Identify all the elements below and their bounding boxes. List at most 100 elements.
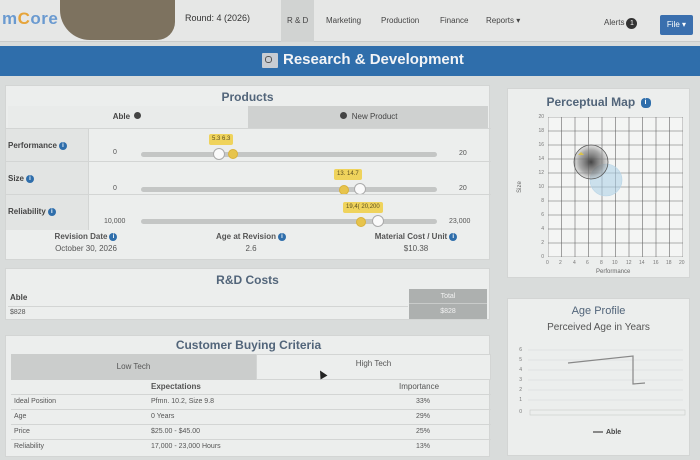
- y-tick: 6: [519, 347, 522, 353]
- segment-tabs: Low Tech High Tech: [11, 354, 491, 380]
- logo-prefix: m: [2, 9, 18, 28]
- x-tick: 12: [626, 260, 632, 266]
- row-label-bg: [6, 195, 89, 230]
- revision-date-label: Revision Date: [54, 232, 108, 241]
- info-icon[interactable]: i: [26, 174, 35, 183]
- size-slider-track[interactable]: [141, 187, 437, 192]
- product-tabs: Able New Product: [8, 106, 488, 128]
- performance-old-thumb[interactable]: [213, 148, 225, 160]
- perceptual-map-title: Perceptual Map i: [508, 95, 689, 109]
- criterion: Age: [14, 413, 27, 420]
- able-product-bubble: [573, 144, 609, 180]
- reliability-tooltip: 19,4( 20,200: [343, 202, 383, 213]
- x-tick: 16: [653, 260, 659, 266]
- info-icon[interactable]: i: [47, 207, 56, 216]
- round-indicator: Round: 4 (2026): [185, 13, 251, 23]
- tab-high-tech[interactable]: High Tech: [256, 354, 491, 380]
- products-panel: Products Able New Product Performance i 0…: [5, 85, 491, 260]
- expectation: $25.00 - $45.00: [151, 428, 201, 435]
- legend-marker-icon: [593, 431, 603, 434]
- x-tick: 14: [639, 260, 645, 266]
- y-tick: 18: [538, 128, 544, 134]
- info-icon[interactable]: i: [278, 232, 286, 241]
- y-tick: 20: [538, 114, 544, 120]
- y-tick: 0: [541, 254, 544, 260]
- file-menu-button[interactable]: File ▾: [660, 15, 693, 35]
- info-icon[interactable]: i: [449, 232, 458, 241]
- age-profile-legend[interactable]: Able: [593, 429, 621, 436]
- nav-rd[interactable]: R & D: [281, 0, 315, 42]
- perceptual-map-grid[interactable]: [548, 117, 683, 257]
- reliability-min: 10,000: [104, 218, 126, 225]
- rd-lab-icon: [262, 53, 278, 68]
- reliability-old-thumb[interactable]: [356, 217, 366, 227]
- alerts-badge: 1: [626, 18, 638, 29]
- obscured-region: [60, 0, 175, 40]
- y-tick: 1: [519, 397, 522, 403]
- app-logo[interactable]: mCore: [2, 9, 58, 29]
- rd-cost-product-value: $828: [10, 309, 26, 316]
- minus-circle-icon[interactable]: [134, 112, 142, 120]
- nav-reports[interactable]: Reports ▾: [486, 16, 521, 25]
- performance-slider-track[interactable]: [141, 152, 437, 157]
- nav-finance[interactable]: Finance: [440, 16, 469, 25]
- alerts-link[interactable]: Alerts 1: [604, 18, 638, 29]
- top-nav: mCore Round: 4 (2026) R & D Marketing Pr…: [0, 0, 700, 42]
- y-tick: 2: [541, 240, 544, 246]
- criteria-row: Reliability 17,000 - 23,000 Hours 13%: [11, 439, 491, 454]
- importance: 25%: [416, 428, 431, 435]
- rd-cost-total-value: $828: [440, 308, 456, 315]
- reliability-slider-track[interactable]: [141, 219, 437, 224]
- rd-costs-panel: R&D Costs Able $828 Total $828: [5, 268, 490, 320]
- performance-row: Performance i 0 20 5.3 6.3: [6, 128, 491, 161]
- performance-new-thumb[interactable]: [228, 149, 238, 159]
- y-tick: 3: [519, 377, 522, 383]
- expectation: 0 Years: [151, 413, 175, 420]
- size-min: 0: [113, 185, 117, 192]
- info-icon[interactable]: i: [640, 97, 651, 108]
- y-tick: 5: [519, 357, 522, 363]
- importance: 29%: [416, 413, 431, 420]
- size-label: Size i: [8, 174, 35, 183]
- info-icon[interactable]: i: [58, 141, 67, 150]
- alerts-label: Alerts: [604, 18, 625, 27]
- x-axis-label: Performance: [596, 269, 631, 275]
- y-tick: 0: [519, 409, 522, 415]
- criterion: Ideal Position: [14, 398, 57, 405]
- reliability-max: 23,000: [449, 218, 471, 225]
- y-tick: 6: [541, 212, 544, 218]
- x-tick: 18: [666, 260, 672, 266]
- y-tick: 4: [541, 226, 544, 232]
- size-max: 20: [459, 185, 467, 192]
- nav-marketing[interactable]: Marketing: [326, 16, 362, 25]
- y-tick: 4: [519, 367, 522, 373]
- material-cost: Material Cost / Unit i $10.38: [361, 232, 471, 253]
- plus-circle-icon: [340, 112, 348, 120]
- tab-new-product-label: New Product: [351, 112, 398, 121]
- info-icon[interactable]: i: [109, 232, 118, 241]
- age-profile-subtitle: Perceived Age in Years: [547, 322, 650, 333]
- reliability-label: Reliability i: [8, 207, 56, 216]
- tab-new-product[interactable]: New Product: [248, 106, 488, 128]
- row-label-bg: [6, 129, 89, 161]
- tab-low-tech[interactable]: Low Tech: [11, 354, 256, 380]
- reliability-new-thumb[interactable]: [372, 215, 384, 227]
- logo-suffix: ore: [30, 9, 59, 28]
- page-title: Research & Development: [283, 51, 464, 68]
- performance-max: 20: [459, 150, 467, 157]
- material-cost-value: $10.38: [403, 244, 429, 253]
- rd-costs-title: R&D Costs: [216, 273, 279, 287]
- logo-c: C: [17, 9, 31, 28]
- y-tick: 16: [538, 142, 544, 148]
- x-tick: 4: [573, 260, 576, 266]
- material-cost-label: Material Cost / Unit: [374, 232, 448, 241]
- nav-production[interactable]: Production: [381, 16, 420, 25]
- tab-able[interactable]: Able: [8, 106, 248, 128]
- criterion: Price: [14, 428, 30, 435]
- performance-tooltip: 5.3 6.3: [209, 134, 234, 145]
- revision-date-value: October 30, 2026: [55, 244, 117, 253]
- x-tick: 8: [600, 260, 603, 266]
- reliability-row: Reliability i 10,000 23,000 19,4( 20,200: [6, 194, 491, 230]
- tab-able-label: Able: [112, 112, 131, 121]
- age-at-revision-label: Age at Revision: [215, 232, 276, 241]
